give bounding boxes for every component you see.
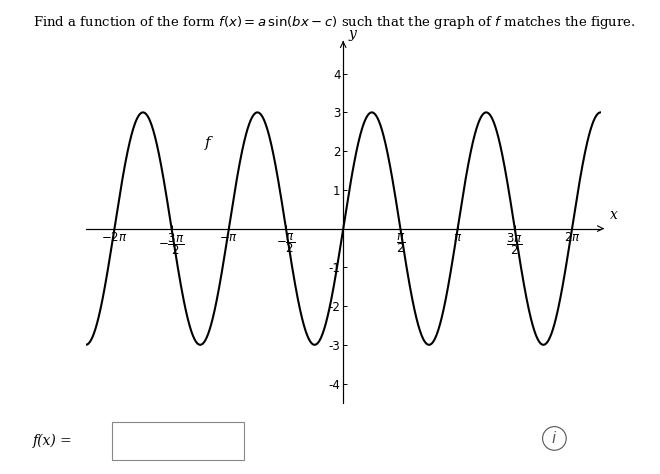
- Text: y: y: [348, 27, 356, 41]
- Text: f(x) =: f(x) =: [33, 434, 73, 448]
- Text: f: f: [205, 136, 211, 150]
- Text: x: x: [610, 208, 618, 222]
- Text: $\mathit{i}$: $\mathit{i}$: [551, 430, 558, 447]
- Text: Find a function of the form $f(x) = a\,\sin(bx - c)$ such that the graph of $f$ : Find a function of the form $f(x) = a\,\…: [33, 14, 636, 31]
